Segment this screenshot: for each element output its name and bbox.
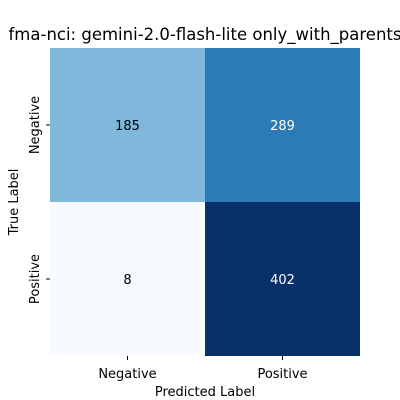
- y-tick-label: Negative: [28, 96, 43, 154]
- heatmap-cell-1-2: [205, 48, 360, 202]
- cell-value-label-2-2: 402: [270, 273, 295, 288]
- heatmap-cells: 185 289 8 402: [50, 48, 360, 356]
- cell-value-label-1-1: 185: [115, 119, 140, 134]
- x-tick-label: Negative: [98, 367, 156, 382]
- axis-ticks: Negative Positive Negative Positive: [28, 96, 308, 382]
- heatmap-cell-2-2: [205, 202, 360, 356]
- chart-title: fma-nci: gemini-2.0-flash-lite only_with…: [9, 25, 400, 45]
- heatmap-cell-2-1: [50, 202, 205, 356]
- x-tick-label: Positive: [257, 367, 307, 382]
- cell-value-label-2-1: 8: [123, 273, 131, 288]
- y-axis-label: True Label: [7, 169, 22, 237]
- y-tick-label: Positive: [28, 254, 43, 304]
- x-axis-label: Predicted Label: [155, 385, 255, 400]
- cell-value-label-1-2: 289: [270, 119, 295, 134]
- heatmap-cell-1-1: [50, 48, 205, 202]
